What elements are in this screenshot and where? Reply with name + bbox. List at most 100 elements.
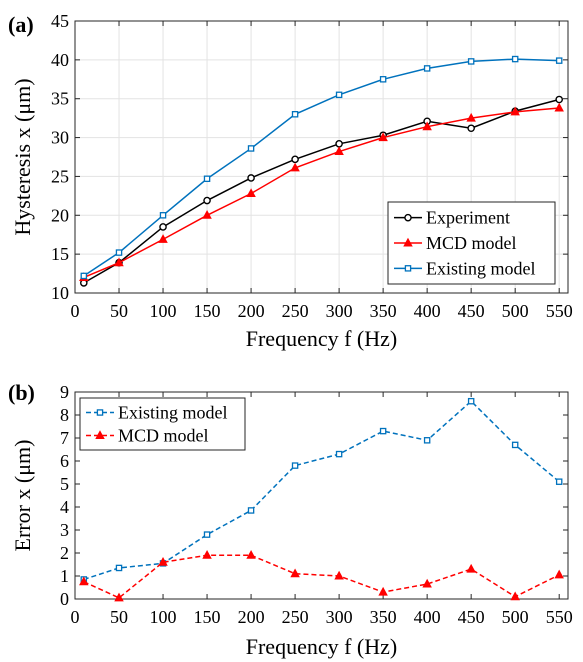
y-tick-label: 45	[51, 11, 69, 31]
panel-label: (a)	[8, 12, 34, 37]
x-tick-label: 250	[282, 607, 309, 627]
data-point	[466, 563, 476, 573]
y-tick-label: 2	[60, 543, 69, 563]
legend-label: Existing model	[118, 403, 228, 423]
data-point	[378, 132, 388, 142]
series-existing-model	[80, 55, 563, 280]
legend-label: MCD model	[118, 426, 209, 446]
data-point	[159, 223, 167, 231]
series-line	[83, 107, 560, 279]
y-tick-label: 3	[60, 520, 69, 540]
x-tick-label: 300	[326, 607, 353, 627]
legend: Existing model MCD model	[79, 397, 246, 451]
x-axis-label: Frequency f (Hz)	[246, 634, 398, 659]
data-point	[246, 550, 256, 559]
chart-panel-b: 0 50 100 150 200 250 300 350 400 450 500 550 0 1 2 3 4 5 6…	[8, 380, 573, 659]
data-point	[159, 212, 167, 219]
data-point	[203, 196, 211, 205]
data-point	[202, 210, 212, 219]
data-point	[379, 76, 387, 83]
y-tick-label: 15	[51, 244, 69, 264]
x-tick-label: 150	[194, 301, 221, 321]
x-tick-label: 550	[546, 607, 573, 627]
legend-marker	[403, 237, 413, 247]
data-point	[247, 174, 255, 182]
data-point	[511, 55, 519, 63]
legend-marker	[95, 430, 105, 439]
data-point	[334, 146, 344, 156]
data-point	[467, 58, 475, 65]
data-point	[247, 145, 255, 152]
x-tick-label: 500	[502, 301, 529, 321]
y-tick-label: 7	[60, 428, 69, 448]
y-tick-label: 1	[60, 566, 69, 586]
x-tick-label: 400	[414, 607, 441, 627]
data-point	[158, 556, 168, 566]
data-point	[510, 591, 520, 601]
y-tick-label: 20	[51, 205, 69, 225]
data-point	[115, 249, 123, 256]
legend-label: Experiment	[426, 208, 510, 228]
x-tick-label: 450	[458, 301, 485, 321]
y-tick-label: 30	[51, 128, 69, 148]
data-point	[378, 586, 388, 596]
y-tick-label: 4	[60, 497, 69, 517]
y-tick-label: 35	[51, 89, 69, 109]
data-point	[554, 102, 564, 112]
y-tick-label: 9	[60, 382, 69, 402]
x-tick-label: 250	[282, 301, 309, 321]
x-tick-label: 150	[194, 607, 221, 627]
data-point	[247, 507, 255, 514]
series-line	[83, 400, 560, 581]
data-point	[555, 95, 563, 104]
data-point	[158, 234, 168, 243]
legend-marker	[96, 409, 104, 416]
x-axis-label: Frequency f (Hz)	[246, 326, 398, 351]
data-point	[423, 65, 431, 72]
data-point	[423, 437, 431, 444]
x-tick-label: 200	[238, 301, 265, 321]
y-tick-label: 10	[51, 283, 69, 303]
y-tick-label: 25	[51, 166, 69, 186]
x-tick-label: 50	[110, 301, 128, 321]
data-point	[291, 155, 299, 164]
data-point	[202, 550, 212, 559]
data-point	[246, 188, 256, 198]
data-point	[79, 576, 89, 586]
data-point	[115, 564, 123, 572]
data-point	[422, 578, 432, 588]
data-point	[422, 121, 432, 131]
data-point	[466, 112, 476, 122]
x-tick-label: 450	[458, 607, 485, 627]
x-tick-label: 100	[150, 607, 177, 627]
data-point	[114, 592, 124, 602]
legend: Experiment MCD model Existing model	[387, 201, 556, 285]
data-point	[291, 111, 299, 118]
series-line	[83, 554, 560, 599]
legend-label: MCD model	[426, 233, 517, 253]
chart-panel-a: 0 50 100 150 200 250 300 350 400 450 500 550 10 15 20 2…	[8, 11, 573, 351]
data-point	[291, 462, 299, 469]
data-point	[290, 568, 300, 578]
x-tick-label: 200	[238, 607, 265, 627]
x-tick-label: 300	[326, 301, 353, 321]
x-tick-label: 350	[370, 607, 397, 627]
data-point	[555, 57, 563, 64]
y-tick-label: 8	[60, 405, 69, 425]
data-point	[335, 139, 343, 148]
plot-frame	[74, 391, 569, 600]
y-tick-label: 0	[60, 589, 69, 609]
data-point	[511, 441, 519, 449]
data-point	[203, 175, 211, 183]
series-line	[83, 98, 560, 284]
series-mcd-model	[79, 102, 564, 281]
y-axis-label: Hysteresis x (μm)	[10, 78, 35, 235]
x-tick-label: 500	[502, 607, 529, 627]
data-point	[335, 450, 343, 458]
y-tick-label: 40	[51, 50, 69, 70]
plot-frame	[74, 20, 569, 294]
data-point	[467, 124, 475, 133]
data-point	[379, 427, 387, 435]
series-line	[83, 58, 560, 277]
